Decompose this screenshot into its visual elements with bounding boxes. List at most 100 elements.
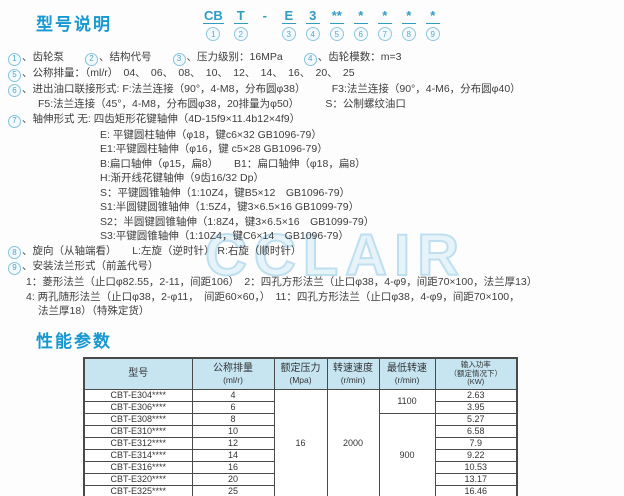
note-line: S3:平键圆锥轴伸（1:10Z4，键C6×14 GB1096-79） bbox=[0, 229, 624, 244]
model-cell: CBT-E314**** bbox=[83, 449, 193, 462]
table-header-cell: 公称排量 (ml/r) bbox=[191, 357, 275, 390]
displacement-cell: 25 bbox=[191, 485, 275, 496]
rated-pressure-cell: 16 bbox=[273, 389, 328, 496]
note-text: 、结构代号 bbox=[99, 51, 173, 63]
input-power-cell: 16.46 bbox=[434, 485, 518, 496]
input-power-cell: 7.9 bbox=[434, 437, 518, 450]
table-row: CBT-E312**** 12 7.9 bbox=[83, 437, 518, 450]
model-cell: CBT-E312**** bbox=[83, 437, 193, 450]
note-text: S：平键圆锥轴伸（1:10Z4，键B5×12 GB1096-79） bbox=[100, 186, 351, 199]
min-speed-cell: 900 bbox=[378, 413, 436, 496]
model-cell: CBT-E308**** bbox=[83, 413, 193, 426]
table-header-cell: 输入功率 （额定情况下） (KW) bbox=[434, 357, 518, 390]
code-segment: ** 5 bbox=[329, 7, 344, 41]
circled-number: 6 bbox=[8, 84, 21, 98]
note-line: S2：半圆键圆锥轴伸（1:8Z4，键3×6.5×16 GB1099-79） bbox=[0, 215, 624, 230]
code-character: CB bbox=[203, 8, 224, 24]
note-line: 7 、轴伸形式 无: 四齿矩形花键轴伸（4D-15f9×11.4b12×4f9） bbox=[0, 112, 624, 128]
code-character: ** bbox=[329, 8, 344, 24]
table-row: CBT-E304**** 4 16 2000 1100 2.63 bbox=[83, 389, 518, 496]
note-text: 、轴伸形式 无: 四齿矩形花键轴伸（4D-15f9×11.4b12×4f9） bbox=[22, 112, 301, 125]
circled-number: 9 bbox=[8, 262, 21, 275]
displacement-cell: 12 bbox=[191, 437, 275, 450]
min-speed-cell: 1100 bbox=[378, 389, 436, 414]
note-text: 、齿轮模数：m=3 bbox=[317, 51, 402, 63]
note-text: 、进出油口联接形式: F:法兰连接（90°，4-M8，分布圆φ38） F3:法兰… bbox=[22, 82, 521, 95]
note-line: 4: 两孔随形法兰（止口φ38，2-φ11， 间距60×60，） 11：四孔方形… bbox=[0, 290, 624, 305]
circled-number: 4 bbox=[303, 52, 317, 66]
note-text: 、旋向（从轴端看） L:左旋（逆时针） R:右旋（顺时针） bbox=[22, 244, 302, 257]
note-line: 法兰厚18）（特殊定货） bbox=[0, 304, 624, 319]
model-cell: CBT-E304**** bbox=[83, 389, 193, 402]
note-text: E1:平键圆柱轴伸（φ16，键 c5×28 GB1096-79） bbox=[100, 143, 328, 155]
note-line: B:扁口轴伸（φ15，扁8） B1：扁口轴伸（φ18，扁8） bbox=[0, 157, 624, 172]
code-circle-number: 5 bbox=[329, 27, 344, 41]
displacement-cell: 16 bbox=[191, 461, 275, 474]
code-character: * bbox=[353, 7, 368, 24]
code-character: 3 bbox=[305, 7, 320, 24]
code-character: E bbox=[281, 7, 296, 24]
model-cell: CBT-E325**** bbox=[83, 485, 193, 496]
table-row: CBT-E310**** 10 6.58 bbox=[83, 425, 518, 438]
note-line: 1 、齿轮泵 2 、结构代号 3 、压力级别：16MPa 4 、齿轮模数：m=3 bbox=[0, 50, 624, 66]
input-power-cell: 5.27 bbox=[434, 413, 518, 426]
circled-number: 8 bbox=[8, 246, 21, 260]
circled-number: 3 bbox=[172, 52, 186, 66]
input-power-cell: 6.58 bbox=[434, 425, 518, 438]
table-header-text: (r/min) bbox=[394, 375, 420, 385]
code-segment: * 9 bbox=[425, 7, 440, 41]
note-text: S3:平键圆锥轴伸（1:10Z4，键C6×14 GB1096-79） bbox=[100, 230, 349, 242]
table-header-text: 转速速度 bbox=[333, 363, 373, 374]
table-header-text: 公称排量 bbox=[213, 363, 253, 374]
watermark: CCLAIR bbox=[204, 222, 467, 289]
table-row: CBT-E320**** 20 13.17 bbox=[83, 473, 518, 486]
code-character: T bbox=[233, 7, 248, 24]
input-power-cell: 10.53 bbox=[434, 461, 518, 474]
table-header-text: （额定情况下） bbox=[449, 368, 503, 378]
speed-cell: 2000 bbox=[326, 389, 380, 496]
table-header-text: 输入功率 bbox=[460, 360, 491, 370]
input-power-cell: 9.22 bbox=[434, 449, 518, 462]
note-line: 6 、进出油口联接形式: F:法兰连接（90°，4-M8，分布圆φ38） F3:法… bbox=[0, 82, 624, 98]
table-header-text: (KW) bbox=[467, 377, 485, 387]
note-text: 、齿轮泵 bbox=[22, 51, 85, 63]
table-header-text: (Mpa) bbox=[289, 375, 312, 385]
circled-number: 5 bbox=[8, 68, 21, 82]
note-text: 、安装法兰形式（前盖代号） bbox=[22, 260, 159, 273]
code-circle-number: 6 bbox=[353, 27, 368, 41]
input-power-cell: 2.63 bbox=[434, 389, 518, 402]
note-text: 1：菱形法兰（止口φ82.55，2-11，间距106） 2：四孔方形法兰（止口φ… bbox=[26, 276, 538, 288]
code-circle-number: 1 bbox=[206, 27, 221, 41]
note-line: 8 、旋向（从轴端看） L:左旋（逆时针） R:右旋（顺时针） bbox=[0, 244, 624, 260]
performance-table: 型号 公称排量 (ml/r) 额定压力 (Mpa) 转速速度 (r/min) 最低转速 (r/m… bbox=[83, 357, 518, 496]
displacement-cell: 6 bbox=[191, 401, 275, 414]
circled-number: 1 bbox=[8, 52, 21, 66]
circled-number: 2 bbox=[85, 52, 98, 66]
note-text: 4: 两孔随形法兰（止口φ38，2-φ11， 间距60×60，） 11：四孔方形… bbox=[26, 290, 520, 303]
note-text: E: 平键圆柱轴伸（φ18，键c6×32 GB1096-79） bbox=[100, 128, 322, 141]
table-header-cell: 型号 bbox=[83, 357, 193, 390]
code-segment: * 8 bbox=[401, 7, 416, 41]
table-header-cell: 最低转速 (r/min) bbox=[378, 357, 436, 390]
code-segment: * 6 bbox=[353, 7, 368, 41]
table-header-cell: 转速速度 (r/min) bbox=[326, 357, 380, 390]
note-text: S1:半圆键圆锥轴伸（1:5Z4，键3×6.5×16 GB1099-79） bbox=[100, 201, 360, 213]
note-text: 法兰厚18）（特殊定货） bbox=[38, 305, 150, 317]
circled-number: 7 bbox=[8, 114, 21, 128]
note-line: 1：菱形法兰（止口φ82.55，2-11，间距106） 2：四孔方形法兰（止口φ… bbox=[0, 275, 624, 290]
code-circle-number: 9 bbox=[425, 27, 440, 41]
section-title-performance-parameters: 性能参数 bbox=[36, 332, 112, 351]
model-cell: CBT-E310**** bbox=[83, 425, 193, 438]
table-header-text: 最低转速 bbox=[387, 363, 427, 374]
notes-list: 1 、齿轮泵 2 、结构代号 3 、压力级别：16MPa 4 、齿轮模数：m=3 5 、公称… bbox=[0, 50, 624, 319]
note-line: E1:平键圆柱轴伸（φ16，键 c5×28 GB1096-79） bbox=[0, 142, 624, 157]
note-line: E: 平键圆柱轴伸（φ18，键c6×32 GB1096-79） bbox=[0, 128, 624, 143]
displacement-cell: 10 bbox=[191, 425, 275, 438]
code-circle-number: 4 bbox=[305, 27, 320, 41]
note-line: S1:半圆键圆锥轴伸（1:5Z4，键3×6.5×16 GB1099-79） bbox=[0, 200, 624, 215]
code-circle-number: 7 bbox=[377, 27, 392, 41]
input-power-cell: 3.95 bbox=[434, 401, 518, 414]
